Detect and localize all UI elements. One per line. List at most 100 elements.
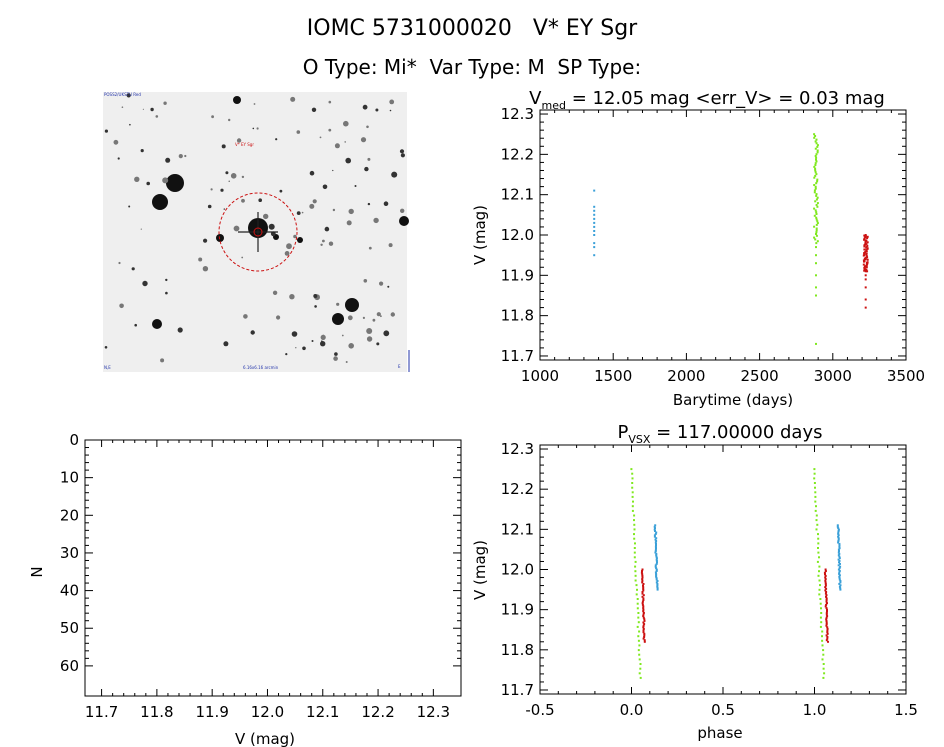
lightcurve-point-red	[863, 269, 866, 272]
lightcurve-point-green	[816, 240, 819, 243]
sky-star	[230, 173, 237, 179]
phased-point-green	[817, 542, 820, 545]
phased-point-green	[818, 565, 821, 568]
histogram-panel: V (mag) N 11.7 11.8 11.9 12.0 12.1 12.2 12.3 0 1…	[28, 431, 462, 747]
sky-star	[256, 127, 259, 130]
phased-point-blue	[837, 568, 840, 571]
phased-point-blue	[655, 537, 658, 540]
phased-point-green	[814, 491, 817, 494]
phased-point-blue	[839, 581, 842, 584]
phased-point-green	[814, 486, 816, 489]
phased-point-green	[638, 653, 641, 656]
histogram-xlabel: V (mag)	[235, 730, 295, 747]
phased-point-red	[643, 634, 646, 637]
phased-point-blue	[838, 567, 841, 570]
sky-star	[202, 266, 209, 272]
lightcurve-ytick-label: 11.8	[501, 307, 534, 325]
histogram-ylabel: N	[28, 566, 46, 577]
sky-star	[314, 305, 317, 308]
sky-star	[241, 175, 245, 179]
sky-star	[250, 330, 255, 335]
sky-star	[320, 334, 326, 340]
histogram-ytick-label: 30	[60, 544, 79, 562]
lightcurve-point-green	[816, 205, 819, 208]
lightcurve-point-green	[815, 216, 818, 219]
phased-point-green	[631, 472, 634, 475]
lightcurve-point-green	[814, 167, 817, 170]
phased-point-red	[824, 579, 827, 582]
phased-point-green	[821, 644, 824, 647]
sky-star	[162, 177, 169, 184]
sky-star	[328, 128, 332, 132]
phased-point-red	[642, 584, 644, 587]
phased-point-green	[817, 551, 820, 554]
sky-star	[343, 120, 349, 127]
lightcurve-point-green	[815, 242, 818, 245]
lightcurve-xtick-label: 1500	[594, 367, 632, 385]
lightcurve-point-red	[863, 254, 866, 256]
lightcurve-point-blue	[593, 217, 596, 220]
sky-star	[336, 302, 340, 306]
lightcurve-point-red	[862, 259, 865, 262]
lightcurve-point-green	[814, 200, 817, 203]
phased-point-green	[633, 514, 636, 517]
phased-point-blue	[655, 557, 658, 560]
sky-star	[372, 318, 376, 322]
sky-star	[272, 290, 278, 295]
phased-point-green	[634, 570, 637, 573]
phased-point-red	[825, 639, 828, 642]
phased-point-green	[820, 607, 822, 610]
phased-point-green	[636, 607, 639, 610]
phased-point-blue	[837, 551, 840, 554]
lightcurve-point-red	[864, 235, 867, 238]
sky-star	[293, 234, 297, 239]
lightcurve-point-green	[815, 234, 818, 237]
phased-point-red	[641, 574, 644, 577]
lightcurve-point-red	[866, 241, 869, 244]
sky-star	[376, 312, 381, 317]
sky-star	[207, 204, 212, 209]
phased-point-red	[641, 570, 643, 573]
phased-point-green	[637, 635, 640, 638]
sky-star	[211, 115, 215, 119]
sky-star	[126, 93, 131, 98]
lightcurve-point-red	[864, 250, 867, 253]
phased-point-blue	[655, 567, 658, 570]
sky-star	[166, 174, 184, 192]
sky-star	[309, 170, 315, 176]
lightcurve-point-green	[815, 213, 818, 215]
lightcurve-point-green	[815, 142, 818, 145]
lightcurve-point-green	[813, 136, 816, 139]
phased-point-red	[825, 624, 828, 627]
phased-point-blue	[655, 575, 658, 578]
phased-point-red	[825, 616, 828, 619]
sky-star	[291, 331, 298, 337]
lightcurve-xtick-label: 3000	[814, 367, 852, 385]
phased-point-blue	[837, 534, 840, 537]
phased-point-blue	[837, 527, 840, 530]
phased-point-green	[636, 625, 639, 628]
phased-point-red	[825, 634, 828, 637]
phased-point-green	[818, 588, 821, 591]
phased-point-red	[824, 592, 827, 595]
phased-point-blue	[654, 545, 657, 548]
sky-star	[362, 316, 365, 319]
phased-title: PVSX = 117.00000 days	[618, 422, 823, 446]
sky-star	[400, 153, 405, 158]
phased-point-blue	[655, 558, 658, 561]
sky-star	[286, 243, 292, 250]
sky-star	[243, 314, 248, 319]
sky-star	[296, 130, 301, 134]
phased-point-red	[641, 595, 644, 598]
phased-point-red	[642, 621, 645, 624]
phased-point-blue	[838, 570, 841, 572]
phased-point-green	[631, 505, 634, 508]
sky-star	[121, 106, 124, 108]
lightcurve-point-green	[814, 155, 817, 157]
phased-point-blue	[654, 524, 657, 527]
phased-point-red	[643, 640, 646, 643]
lightcurve-point-green	[813, 214, 816, 217]
sky-star	[198, 257, 203, 262]
sky-star	[241, 198, 245, 203]
lightcurve-point-red	[864, 234, 867, 236]
